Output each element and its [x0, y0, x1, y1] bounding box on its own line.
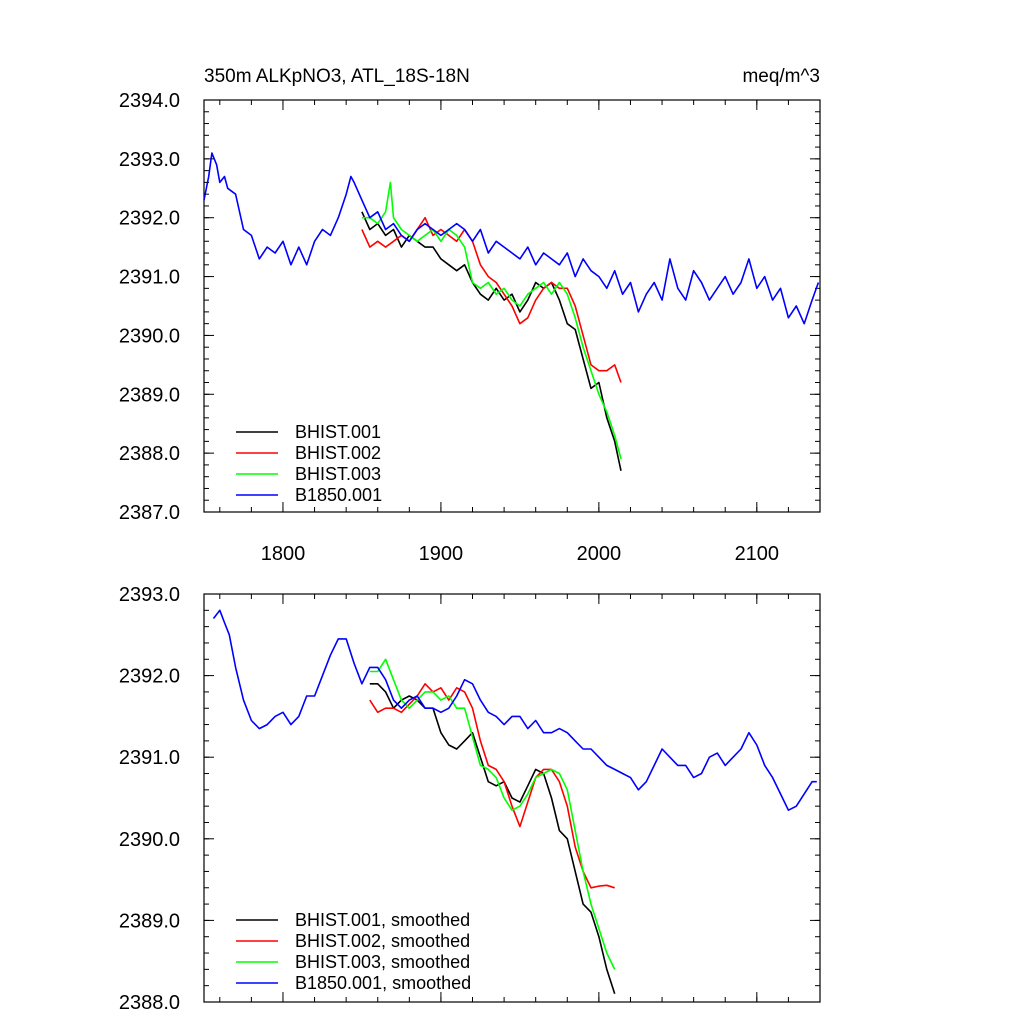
- y-tick-label: 2391.0: [119, 267, 180, 289]
- y-tick-label: 2388.0: [119, 992, 180, 1014]
- series-line: [369, 683, 615, 889]
- series-line: [212, 609, 817, 811]
- legend-label: BHIST.001, smoothed: [295, 910, 470, 930]
- y-tick-label: 2394.0: [119, 90, 180, 112]
- header-left: 350m ALKpNO3, ATL_18S-18N: [204, 66, 470, 87]
- plot-top: 350m ALKpNO3, ATL_18S-18N meq/m^3 1800 19…: [119, 66, 821, 565]
- legend-label: BHIST.002, smoothed: [295, 931, 470, 951]
- series-line: [361, 211, 622, 471]
- axes-bottom: 2388.0 2389.0 2390.0 2391.0 2392.0 2393.0: [119, 584, 821, 1014]
- series-lines-bottom: [212, 609, 817, 995]
- y-tick-label: 2393.0: [119, 584, 180, 606]
- legend-label: B1850.001, smoothed: [295, 973, 471, 993]
- plot-frame: [203, 99, 821, 513]
- y-tick-label: 2392.0: [119, 666, 180, 688]
- plot-bottom: 2388.0 2389.0 2390.0 2391.0 2392.0 2393.0 BHI…: [119, 584, 821, 1014]
- y-tick-label: 2387.0: [119, 502, 180, 524]
- legend-label: BHIST.003: [295, 464, 381, 484]
- series-line: [361, 181, 622, 460]
- legend-label: BHIST.003, smoothed: [295, 952, 470, 972]
- y-tick-label: 2391.0: [119, 747, 180, 769]
- x-tick-label: 2000: [577, 543, 622, 565]
- y-tick-label: 2389.0: [119, 910, 180, 932]
- y-tick-label: 2393.0: [119, 149, 180, 171]
- y-tick-label: 2389.0: [119, 384, 180, 406]
- y-tick-label: 2390.0: [119, 829, 180, 851]
- series-line: [369, 658, 616, 970]
- series-line: [203, 152, 820, 325]
- y-tick-label: 2390.0: [119, 325, 180, 347]
- y-tick-label: 2388.0: [119, 443, 180, 465]
- legend-label: BHIST.002: [295, 443, 381, 463]
- series-lines-top: [203, 152, 820, 471]
- axes-top: 1800 1900 2000 2100 2387.0 2388.0 2389.0 2390.0…: [119, 90, 821, 565]
- x-tick-label: 2100: [735, 543, 780, 565]
- plot-frame: [203, 593, 821, 1003]
- legend-label: B1850.001: [295, 485, 382, 505]
- x-tick-label: 1800: [261, 543, 306, 565]
- x-tick-label: 1900: [419, 543, 464, 565]
- legend-label: BHIST.001: [295, 422, 381, 442]
- series-line: [369, 683, 616, 995]
- header-right: meq/m^3: [742, 66, 820, 87]
- y-tick-label: 2392.0: [119, 208, 180, 230]
